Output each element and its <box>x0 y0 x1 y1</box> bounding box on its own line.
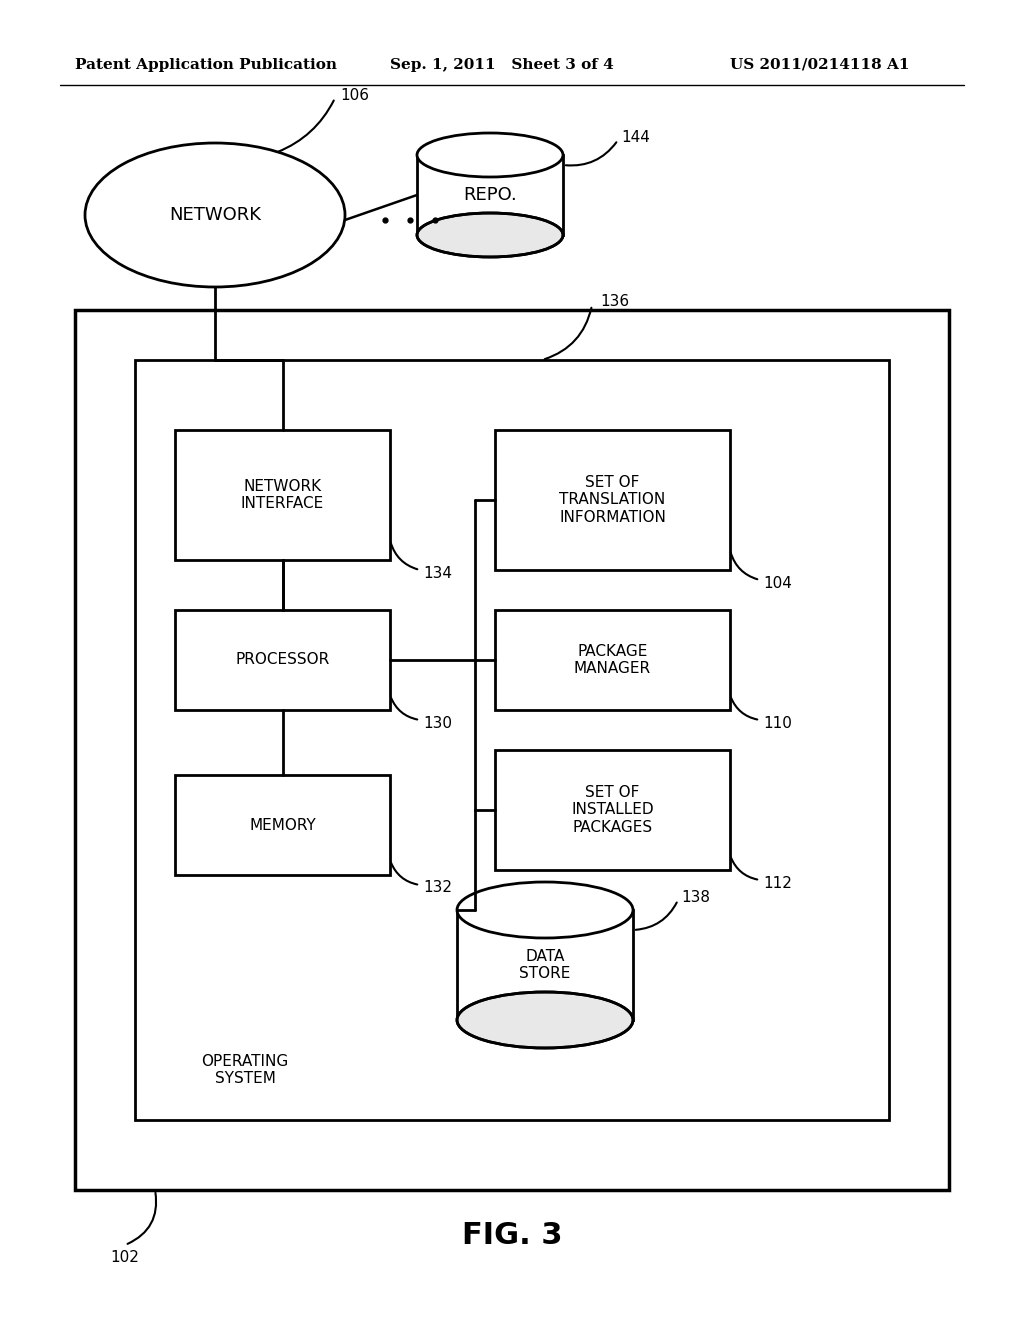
Text: SET OF
INSTALLED
PACKAGES: SET OF INSTALLED PACKAGES <box>571 785 653 836</box>
Bar <box>495 610 730 710</box>
Text: Sep. 1, 2011   Sheet 3 of 4: Sep. 1, 2011 Sheet 3 of 4 <box>390 58 613 73</box>
Text: 130: 130 <box>423 715 452 730</box>
Text: PACKAGE
MANAGER: PACKAGE MANAGER <box>573 644 651 676</box>
Bar <box>457 909 633 1020</box>
Bar <box>495 750 730 870</box>
Text: 138: 138 <box>681 890 710 904</box>
Text: OPERATING
SYSTEM: OPERATING SYSTEM <box>202 1053 289 1086</box>
Text: SET OF
TRANSLATION
INFORMATION: SET OF TRANSLATION INFORMATION <box>559 475 666 525</box>
Text: 134: 134 <box>423 565 452 581</box>
Text: 106: 106 <box>340 87 369 103</box>
Text: 102: 102 <box>110 1250 139 1266</box>
Bar <box>175 430 390 560</box>
Ellipse shape <box>417 133 563 177</box>
Text: NETWORK
INTERFACE: NETWORK INTERFACE <box>241 479 325 511</box>
Text: Patent Application Publication: Patent Application Publication <box>75 58 337 73</box>
Text: 104: 104 <box>763 576 792 590</box>
Text: FIG. 3: FIG. 3 <box>462 1221 562 1250</box>
Bar <box>417 154 563 235</box>
Text: 110: 110 <box>763 715 792 730</box>
Text: DATA
STORE: DATA STORE <box>519 949 570 981</box>
Ellipse shape <box>85 143 345 286</box>
Ellipse shape <box>457 993 633 1048</box>
Bar <box>495 430 730 570</box>
Bar <box>75 310 949 1191</box>
Text: REPO.: REPO. <box>463 186 517 205</box>
Text: US 2011/0214118 A1: US 2011/0214118 A1 <box>730 58 909 73</box>
Bar <box>175 775 390 875</box>
Bar <box>175 610 390 710</box>
Text: MEMORY: MEMORY <box>249 817 315 833</box>
Ellipse shape <box>417 213 563 257</box>
Text: NETWORK: NETWORK <box>169 206 261 224</box>
Text: PROCESSOR: PROCESSOR <box>236 652 330 668</box>
Bar <box>135 360 889 1119</box>
Text: 132: 132 <box>423 880 452 895</box>
Text: 136: 136 <box>600 294 629 309</box>
Text: 112: 112 <box>763 875 792 891</box>
Ellipse shape <box>457 882 633 939</box>
Text: 144: 144 <box>621 129 650 144</box>
